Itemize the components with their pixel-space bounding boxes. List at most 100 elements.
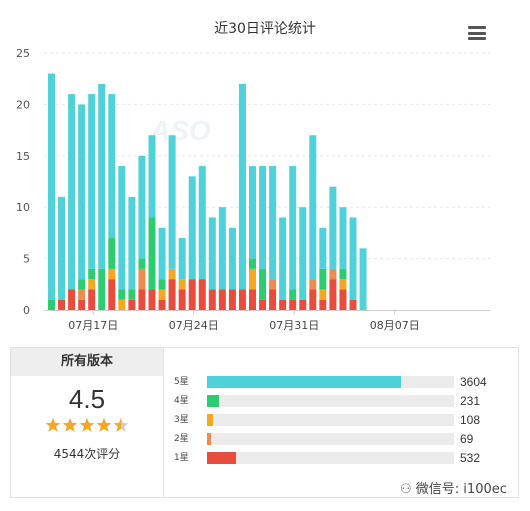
bar-segment: [158, 289, 166, 300]
bar-segment: [88, 94, 96, 269]
bar-segment: [148, 217, 156, 290]
star-full-icon: [45, 418, 61, 432]
rating-bar-fill: [207, 376, 401, 388]
bar-segment: [309, 289, 317, 310]
bar-segment: [128, 196, 136, 290]
bar-segment: [118, 299, 126, 310]
bar-segment: [48, 299, 55, 310]
rating-row-count: 108: [460, 413, 481, 427]
rating-row-label: 1星: [174, 453, 189, 463]
bar-segment: [118, 289, 126, 300]
bar-segment: [299, 299, 307, 310]
bar-segment: [108, 238, 116, 269]
bar-segment: [88, 289, 96, 310]
rating-row-label: 2星: [174, 434, 189, 444]
bar-segment: [48, 73, 55, 300]
bar-segment: [88, 268, 96, 280]
bar-segment: [249, 289, 256, 310]
bar-segment: [138, 289, 146, 310]
bar-segment: [58, 299, 66, 310]
y-tick-label: 10: [16, 201, 30, 214]
bar-segment: [168, 268, 176, 280]
review-count: 4544次评分: [53, 447, 121, 461]
rating-bar-fill: [207, 433, 211, 445]
bar-segment: [78, 104, 86, 280]
star-rating: [11, 417, 163, 439]
wechat-icon: ⚇: [400, 482, 412, 497]
x-tick-label: 07月24日: [169, 319, 219, 332]
bar-segment: [188, 176, 196, 280]
bar-segment: [148, 135, 156, 218]
bar-segment: [339, 268, 347, 280]
rating-row-label: 4星: [174, 396, 189, 406]
bar-segment: [178, 238, 186, 280]
bar-segment: [198, 279, 206, 310]
bar-segment: [178, 279, 186, 290]
bar-segment: [178, 289, 186, 310]
bar-segment: [339, 289, 347, 310]
bar-segment: [68, 289, 76, 310]
bar-segment: [269, 166, 277, 280]
wechat-id: 微信号: i100ec: [415, 482, 507, 497]
rating-row: 4星 231: [174, 394, 514, 414]
rating-row-count: 69: [460, 432, 474, 446]
y-tick-label: 15: [16, 150, 30, 163]
rating-row-count: 3604: [460, 375, 487, 389]
bar-segment: [198, 166, 206, 280]
bar-segment: [78, 289, 86, 300]
bar-segment: [238, 83, 246, 290]
rating-bar-track: [207, 433, 454, 445]
rating-row: 1星 532: [174, 451, 514, 471]
aso-watermark: ASO: [149, 115, 211, 146]
bar-segment: [329, 186, 337, 269]
rating-bar-fill: [207, 414, 213, 426]
rating-summary-panel: 所有版本 4.5 4544次评分 5星 3604 4星 231 3星 108 2星 69 1星 5…: [10, 347, 519, 498]
bar-segment: [138, 258, 146, 269]
bar-segment: [329, 279, 337, 310]
rating-row-count: 532: [460, 451, 481, 465]
rating-bar-track: [207, 395, 454, 407]
bar-segment: [68, 94, 76, 290]
chart-title: 近30日评论统计: [214, 21, 316, 37]
bar-segment: [218, 207, 226, 290]
bar-segment: [108, 94, 116, 239]
bar-segment: [138, 268, 146, 290]
bar-segment: [78, 279, 86, 290]
average-score: 4.5: [68, 384, 106, 414]
bar-segment: [78, 299, 86, 310]
x-tick-label: 07月17日: [68, 319, 118, 332]
bar-segment: [249, 268, 256, 290]
bar-segment: [319, 268, 327, 290]
bar-segment: [289, 299, 297, 310]
bar-segment: [98, 268, 106, 310]
bar-segment: [309, 279, 317, 290]
rating-bar-fill: [207, 452, 236, 464]
bar-segment: [228, 227, 236, 290]
bar-segment: [299, 207, 307, 300]
bar-segment: [339, 279, 347, 290]
bar-segment: [98, 83, 106, 269]
bar-segment: [259, 166, 267, 269]
rating-row-count: 231: [460, 394, 481, 408]
star-half-icon: [113, 418, 129, 432]
bar-segment: [168, 279, 176, 310]
bar-segment: [188, 279, 196, 310]
bar-segment: [289, 166, 297, 290]
rating-bar-track: [207, 452, 454, 464]
bar-segment: [208, 217, 216, 290]
y-tick-label: 0: [23, 304, 30, 317]
bar-segment: [208, 289, 216, 310]
bar-segment: [309, 135, 317, 280]
bar-segment: [349, 299, 357, 310]
y-tick-label: 5: [23, 253, 30, 266]
rating-row: 3星 108: [174, 413, 514, 433]
bar-segment: [249, 166, 256, 259]
rating-overview: 所有版本 4.5 4544次评分: [11, 348, 164, 497]
bar-segment: [249, 258, 256, 269]
bar-segment: [168, 135, 176, 269]
review-chart: ASO 0 5 10 15 20 25 07月17日 07月24日 07月31日 08月07日: [16, 47, 490, 332]
bar-segment: [158, 227, 166, 280]
menu-icon[interactable]: [468, 26, 486, 40]
rating-row-label: 5星: [174, 377, 189, 387]
bar-segment: [228, 289, 236, 310]
